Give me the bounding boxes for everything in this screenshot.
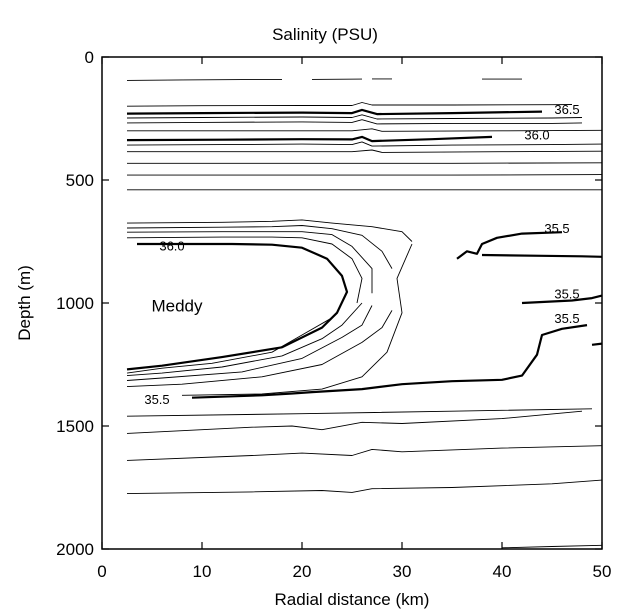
contour-line-8 bbox=[127, 128, 603, 132]
y-axis-ticks: 0 500 1000 1500 2000 bbox=[56, 48, 602, 559]
contour-line-5 bbox=[126, 108, 543, 116]
contour-line-26 bbox=[456, 231, 563, 260]
contour-line-17 bbox=[126, 231, 373, 294]
contour-lines bbox=[126, 78, 603, 549]
contour-line-16 bbox=[126, 225, 393, 269]
contour-line-27 bbox=[481, 253, 603, 258]
contour-label-4: 35.5 bbox=[554, 286, 579, 301]
contour-line-15 bbox=[126, 219, 413, 242]
contour-line-30 bbox=[126, 408, 593, 417]
y-tick-label-2: 1000 bbox=[56, 294, 94, 313]
contour-line-24 bbox=[181, 243, 413, 396]
y-tick-label-3: 1500 bbox=[56, 417, 94, 436]
contour-label-0: 36.5 bbox=[554, 102, 579, 117]
annotation-meddy: Meddy bbox=[151, 296, 203, 315]
y-tick-label-0: 0 bbox=[85, 48, 94, 67]
x-tick-label-2: 20 bbox=[293, 562, 312, 581]
contour-line-21 bbox=[126, 302, 363, 377]
contour-line-11 bbox=[127, 149, 603, 153]
contour-line-33 bbox=[126, 479, 603, 495]
contour-label-2: 36.0 bbox=[159, 238, 184, 253]
contour-line-0 bbox=[126, 79, 282, 81]
contour-label-6: 35.5 bbox=[144, 392, 169, 407]
contour-line-20 bbox=[126, 317, 333, 374]
contour-line-6 bbox=[126, 114, 583, 120]
contour-line-19 bbox=[126, 242, 349, 371]
x-axis-ticks: 0 10 20 30 40 50 bbox=[97, 57, 611, 581]
contour-line-7 bbox=[126, 119, 583, 125]
contour-line-4 bbox=[126, 102, 573, 107]
x-tick-label-5: 50 bbox=[593, 562, 612, 581]
contour-label-1: 36.0 bbox=[524, 128, 549, 143]
x-tick-label-1: 10 bbox=[193, 562, 212, 581]
x-tick-label-4: 40 bbox=[493, 562, 512, 581]
contour-line-31 bbox=[126, 410, 583, 434]
contour-line-34 bbox=[501, 544, 603, 549]
contour-label-3: 35.5 bbox=[544, 221, 569, 236]
contour-line-29 bbox=[591, 342, 603, 346]
y-tick-label-4: 2000 bbox=[56, 540, 94, 559]
x-tick-label-3: 30 bbox=[393, 562, 412, 581]
contour-labels: 36.5 36.0 36.0 35.5 35.5 35.5 35.5 bbox=[144, 102, 579, 407]
contour-line-9 bbox=[126, 135, 493, 143]
contour-line-12 bbox=[127, 162, 603, 164]
y-axis-label: Depth (m) bbox=[15, 265, 34, 341]
y-tick-label-1: 500 bbox=[66, 171, 94, 190]
contour-line-23 bbox=[126, 310, 393, 388]
chart-title: Salinity (PSU) bbox=[272, 25, 378, 44]
contour-line-13 bbox=[127, 174, 603, 176]
contour-label-5: 35.5 bbox=[554, 311, 579, 326]
x-tick-label-0: 0 bbox=[97, 562, 106, 581]
contour-line-22 bbox=[126, 305, 373, 381]
contour-line-32 bbox=[126, 445, 603, 461]
x-axis-label: Radial distance (km) bbox=[275, 590, 430, 609]
contour-line-10 bbox=[126, 141, 603, 147]
contour-line-25 bbox=[191, 324, 588, 399]
contour-line-18 bbox=[126, 236, 363, 304]
contour-line-28 bbox=[521, 294, 603, 305]
